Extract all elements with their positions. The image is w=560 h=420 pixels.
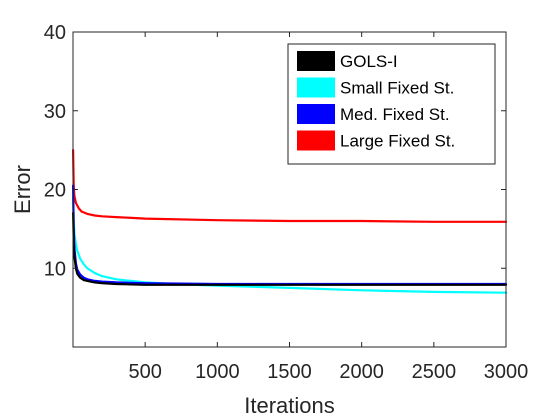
series-layer: [71, 149, 508, 294]
y-tick-label: 40: [44, 22, 66, 44]
x-tick-label: 500: [128, 361, 161, 383]
x-tick-label: 1500: [267, 361, 312, 383]
y-axis-title: Error: [10, 165, 35, 214]
legend-swatch: [297, 104, 335, 124]
series-line-gols-i: [71, 212, 508, 286]
y-tick-label: 10: [44, 258, 66, 280]
x-axis-title: Iterations: [244, 393, 335, 418]
series-line-large-fixed-st: [71, 149, 508, 223]
legend-label: Large Fixed St.: [340, 132, 455, 151]
x-tick-label: 2500: [412, 361, 457, 383]
y-tick-label: 20: [44, 180, 66, 202]
legend-label: GOLS-I: [340, 52, 398, 71]
legend: GOLS-I Small Fixed St. Med. Fixed St. Large…: [287, 43, 496, 165]
legend-label: Med. Fixed St.: [340, 105, 450, 124]
series-line-small-fixed-st: [71, 196, 508, 294]
legend-label: Small Fixed St.: [340, 79, 454, 98]
x-tick-label: 1000: [195, 361, 240, 383]
x-tick-label: 2000: [339, 361, 384, 383]
legend-swatch: [297, 130, 335, 151]
legend-swatch: [297, 77, 335, 98]
x-axis: 500 1000 1500 2000 2500 3000: [128, 32, 528, 383]
x-tick-label: 3000: [484, 361, 529, 383]
y-tick-label: 30: [44, 101, 66, 123]
y-axis: 10 20 30 40: [44, 22, 506, 280]
legend-swatch: [297, 51, 335, 71]
